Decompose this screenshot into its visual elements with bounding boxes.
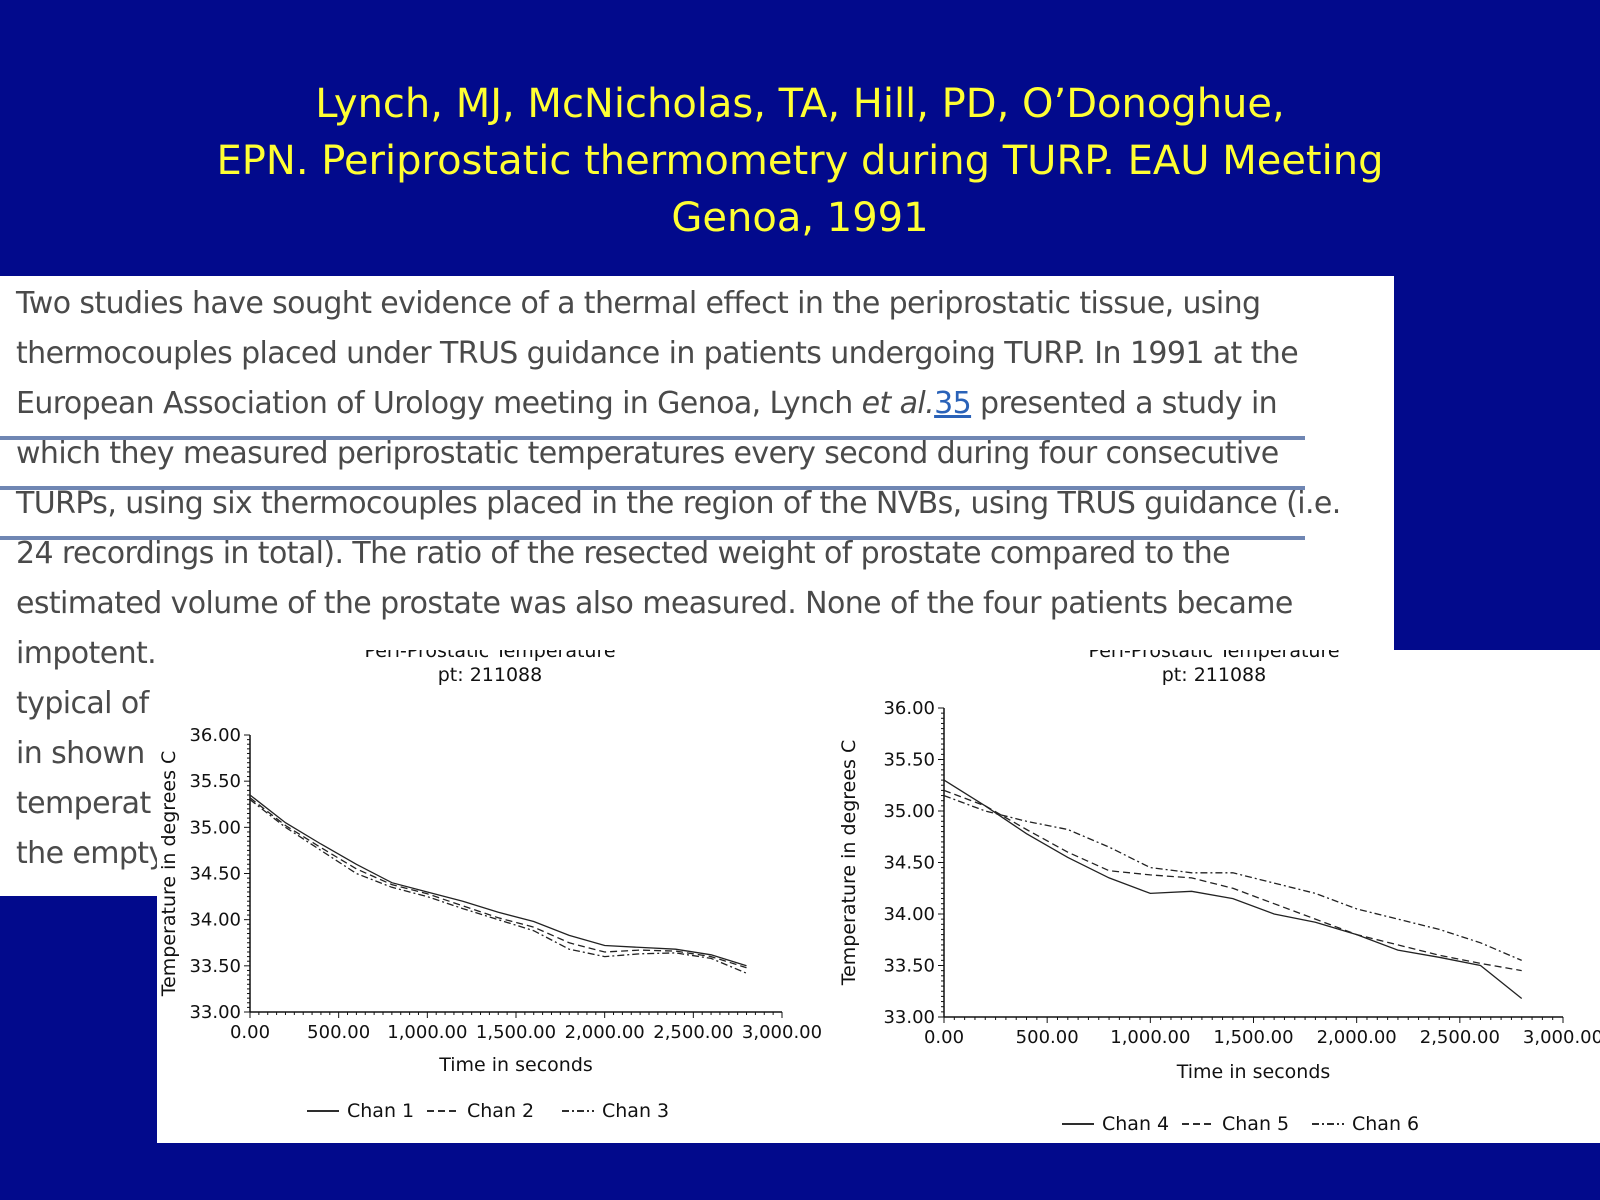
reference-link[interactable]: 35 <box>934 386 972 421</box>
highlight-rule-top <box>0 436 1305 440</box>
x-tick-label: 1,000.00 <box>1110 1027 1190 1048</box>
y-tick-label: 33.50 <box>883 956 935 977</box>
excerpt-line-3-start: European Association of Urology meeting … <box>16 386 862 421</box>
slide-title: Lynch, MJ, McNicholas, TA, Hill, PD, O’D… <box>0 76 1600 247</box>
excerpt-et-al: et al. <box>861 386 935 421</box>
x-tick-label: 1,000.00 <box>387 1022 467 1043</box>
x-tick-label: 3,000.00 <box>1523 1027 1600 1048</box>
slide-title-line-1: Lynch, MJ, McNicholas, TA, Hill, PD, O’D… <box>315 81 1285 127</box>
chart-title: Peri-Prostatic Temperature <box>1088 650 1339 662</box>
excerpt-line-8: impotent. <box>16 636 157 671</box>
y-tick-label: 35.00 <box>189 817 241 838</box>
y-tick-label: 34.00 <box>883 904 935 925</box>
excerpt-line-9: typical of <box>16 686 149 721</box>
x-axis-label: Time in seconds <box>1176 1061 1331 1083</box>
temperature-charts: Peri-Prostatic Temperature pt: 211088 33.0… <box>158 650 1600 1135</box>
chart-title: Peri-Prostatic Temperature <box>364 650 615 662</box>
y-axis-label: Temperature in degrees C <box>838 740 860 987</box>
chart-right: Peri-Prostatic Temperature pt: 211088 33.0… <box>838 650 1600 1135</box>
x-tick-label: 2,500.00 <box>653 1022 733 1043</box>
excerpt-line-3-end: presented a study in <box>971 386 1278 421</box>
x-tick-label: 1,500.00 <box>476 1022 556 1043</box>
series-line-3 <box>249 799 747 974</box>
chart-subtitle: pt: 211088 <box>1162 664 1266 686</box>
y-tick-label: 33.50 <box>189 956 241 977</box>
x-axis-label: Time in seconds <box>438 1054 593 1076</box>
chart-left: Peri-Prostatic Temperature pt: 211088 33.0… <box>158 650 822 1122</box>
y-tick-label: 34.50 <box>189 864 241 885</box>
y-tick-label: 33.00 <box>883 1007 935 1028</box>
x-tick-label: 500.00 <box>307 1022 370 1043</box>
slide-title-line-2: EPN. Periprostatic thermometry during TU… <box>216 138 1384 184</box>
y-tick-label: 34.00 <box>189 910 241 931</box>
series-line-1 <box>249 794 747 967</box>
y-axis-label: Temperature in degrees C <box>158 751 180 998</box>
y-tick-label: 35.50 <box>883 750 935 771</box>
x-tick-label: 1,500.00 <box>1213 1027 1293 1048</box>
highlight-rule-middle <box>0 486 1305 490</box>
series-line-2 <box>249 797 747 969</box>
excerpt-line-2: thermocouples placed under TRUS guidance… <box>16 336 1299 371</box>
x-tick-label: 2,000.00 <box>565 1022 645 1043</box>
y-tick-label: 33.00 <box>189 1002 241 1023</box>
excerpt-line-6: 24 recordings in total). The ratio of th… <box>16 536 1231 571</box>
excerpt-line-12: the empty <box>16 836 166 871</box>
legend-label: Chan 5 <box>1222 1113 1289 1135</box>
excerpt-line-10: in shown <box>16 736 145 771</box>
excerpt-line-3: European Association of Urology meeting … <box>16 386 1278 422</box>
legend-label: Chan 2 <box>467 1100 534 1122</box>
x-tick-label: 0.00 <box>924 1027 964 1048</box>
legend-label: Chan 3 <box>602 1100 669 1122</box>
x-tick-label: 500.00 <box>1016 1027 1079 1048</box>
y-tick-label: 36.00 <box>189 725 241 746</box>
excerpt-line-7: estimated volume of the prostate was als… <box>16 586 1293 621</box>
y-tick-label: 36.00 <box>883 698 935 719</box>
x-tick-label: 0.00 <box>230 1022 270 1043</box>
highlight-rule-bottom <box>0 536 1305 540</box>
series-line-3 <box>943 794 1522 961</box>
figure-panel: Peri-Prostatic Temperature pt: 211088 33.0… <box>157 650 1600 1143</box>
y-tick-label: 34.50 <box>883 853 935 874</box>
legend-label: Chan 4 <box>1102 1113 1169 1135</box>
chart-subtitle: pt: 211088 <box>438 664 542 686</box>
x-tick-label: 3,000.00 <box>742 1022 822 1043</box>
series-line-1 <box>943 779 1523 1000</box>
excerpt-line-1: Two studies have sought evidence of a th… <box>16 286 1261 321</box>
excerpt-line-11: temperat <box>16 786 151 821</box>
y-tick-label: 35.00 <box>883 801 935 822</box>
excerpt-line-4: which they measured periprostatic temper… <box>16 436 1279 471</box>
legend-label: Chan 6 <box>1352 1113 1419 1135</box>
legend-label: Chan 1 <box>347 1100 414 1122</box>
excerpt-line-5: TURPs, using six thermocouples placed in… <box>16 486 1341 521</box>
x-tick-label: 2,500.00 <box>1420 1027 1500 1048</box>
x-tick-label: 2,000.00 <box>1317 1027 1397 1048</box>
y-tick-label: 35.50 <box>189 771 241 792</box>
slide-title-line-3: Genoa, 1991 <box>671 195 929 241</box>
series-line-2 <box>943 789 1522 972</box>
